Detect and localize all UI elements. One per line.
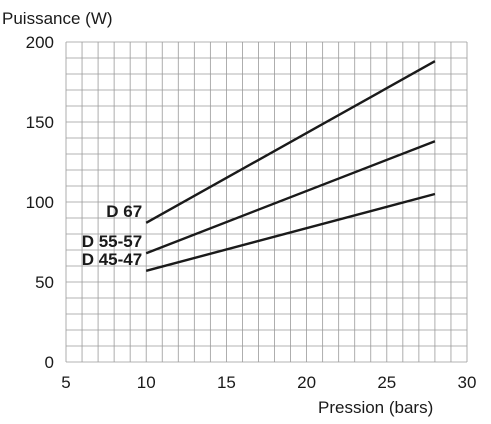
series-line <box>145 60 436 224</box>
series-line <box>145 140 436 255</box>
x-tick-label: 25 <box>377 373 396 392</box>
series-line <box>145 192 436 272</box>
series-lines <box>145 60 436 272</box>
x-tick-label: 15 <box>217 373 236 392</box>
y-axis-title: Puissance (W) <box>2 9 113 28</box>
series-label: D 67 <box>106 202 142 221</box>
x-tick-label: 10 <box>137 373 156 392</box>
series-label: D 55-57 <box>82 232 142 251</box>
grid <box>65 41 468 363</box>
y-tick-label: 50 <box>35 273 54 292</box>
x-tick-label: 30 <box>458 373 477 392</box>
y-tick-label: 100 <box>26 193 54 212</box>
y-tick-label: 150 <box>26 113 54 132</box>
tick-labels: 5 10 15 20 25 30 0 50 100 150 200 <box>26 33 477 392</box>
x-tick-label: 5 <box>61 373 70 392</box>
y-tick-label: 200 <box>26 33 54 52</box>
series-label: D 45-47 <box>82 250 142 269</box>
x-axis-title: Pression (bars) <box>318 398 433 417</box>
x-tick-label: 20 <box>297 373 316 392</box>
series-labels: D 67 D 55-57D 45-47 <box>82 202 142 269</box>
y-tick-label: 0 <box>45 353 54 372</box>
